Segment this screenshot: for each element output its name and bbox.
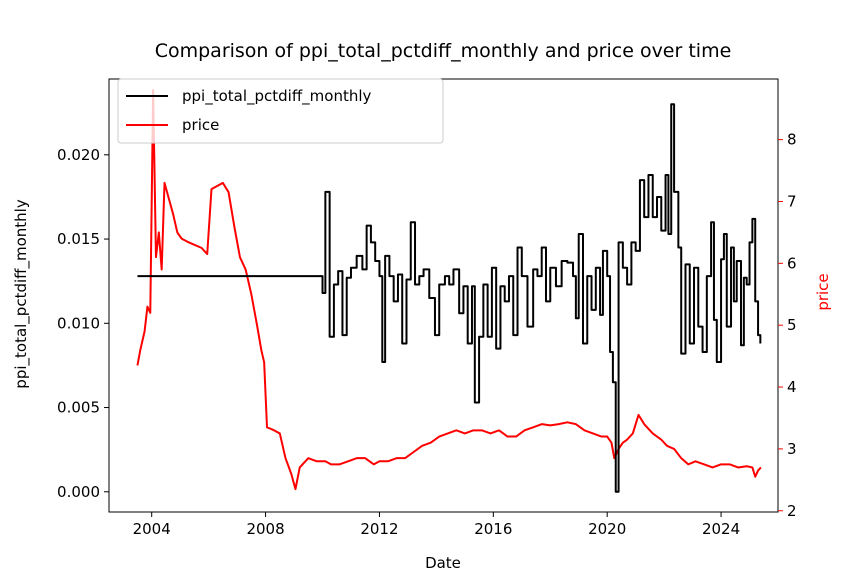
y-left-tick-label: 0.005 (57, 399, 100, 417)
y-right-tick-label: 7 (787, 192, 797, 210)
y-right-tick-label: 2 (787, 502, 797, 520)
x-tick-label: 2024 (702, 520, 740, 538)
legend-box (117, 78, 444, 144)
x-axis-title: Date (425, 554, 461, 572)
series-layer (136, 89, 762, 493)
y-left-tick-label: 0.010 (57, 314, 100, 332)
y-left-axis-title: ppi_total_pctdiff_monthly (12, 199, 31, 389)
chart-title: Comparison of ppi_total_pctdiff_monthly … (155, 40, 732, 62)
y-right-axis: 2 3 4 5 6 7 8 (777, 79, 797, 520)
legend: ppi_total_pctdiff_monthly price (117, 78, 444, 144)
y-right-tick-label: 4 (787, 378, 797, 396)
y-right-tick-label: 6 (787, 254, 797, 272)
x-tick-label: 2004 (133, 520, 171, 538)
y-left-axis: 0.000 0.005 0.010 0.015 0.020 (57, 146, 109, 501)
x-tick-label: 2020 (588, 520, 626, 538)
y-right-tick-label: 3 (787, 440, 797, 458)
series-line-ppi (137, 103, 762, 493)
legend-label-price: price (182, 116, 219, 134)
y-right-tick-label: 8 (787, 131, 797, 149)
legend-label-ppi: ppi_total_pctdiff_monthly (182, 87, 372, 106)
y-left-tick-label: 0.015 (57, 230, 100, 248)
x-tick-label: 2012 (360, 520, 398, 538)
x-tick-label: 2016 (474, 520, 512, 538)
plot-area (136, 89, 762, 493)
y-right-tick-label: 5 (787, 316, 797, 334)
series-line-price (136, 89, 762, 491)
y-left-tick-label: 0.020 (57, 146, 100, 164)
x-tick-label: 2008 (246, 520, 284, 538)
y-left-tick-label: 0.000 (57, 483, 100, 501)
y-right-axis-title: price (814, 273, 832, 310)
x-axis: 2004 2008 2012 2016 2020 2024 (133, 512, 740, 538)
